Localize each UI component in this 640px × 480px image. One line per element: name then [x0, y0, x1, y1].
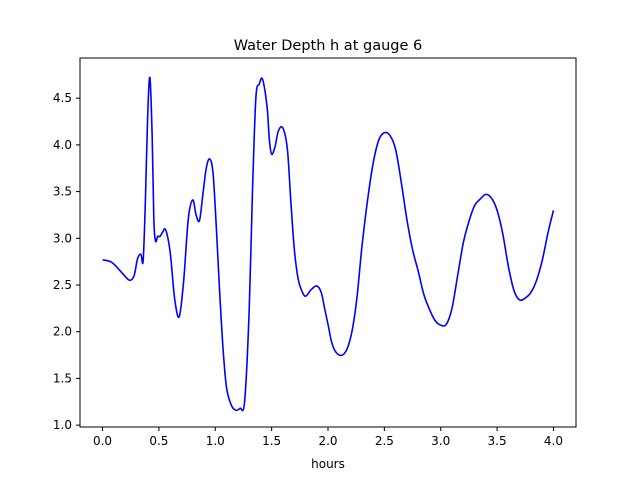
x-tick-label: 3.0 [431, 434, 450, 448]
y-tick-label: 1.0 [53, 418, 72, 432]
y-tick-label: 4.5 [53, 91, 72, 105]
x-tick-label: 4.0 [544, 434, 563, 448]
x-tick-label: 0.0 [93, 434, 112, 448]
x-tick-label: 1.0 [206, 434, 225, 448]
y-tick-label: 1.5 [53, 371, 72, 385]
y-tick-label: 4.0 [53, 138, 72, 152]
x-tick-label: 3.5 [488, 434, 507, 448]
chart-title: Water Depth h at gauge 6 [234, 38, 422, 54]
plot-area [102, 76, 555, 412]
x-tick-label: 2.5 [375, 434, 394, 448]
x-axis-label: hours [311, 457, 345, 471]
x-tick-label: 0.5 [149, 434, 168, 448]
y-tick-label: 3.5 [53, 185, 72, 199]
axes: 0.0 0.5 1.0 1.5 2.0 2.5 3.0 3.5 4.0 1.0 1.5 2.0 2.5 3… [53, 57, 577, 448]
series-line-0 [102, 76, 555, 412]
x-tick-label: 1.5 [262, 434, 281, 448]
y-tick-label: 2.5 [53, 278, 72, 292]
x-tick-label: 2.0 [318, 434, 337, 448]
y-tick-label: 2.0 [53, 325, 72, 339]
y-tick-label: 3.0 [53, 231, 72, 245]
